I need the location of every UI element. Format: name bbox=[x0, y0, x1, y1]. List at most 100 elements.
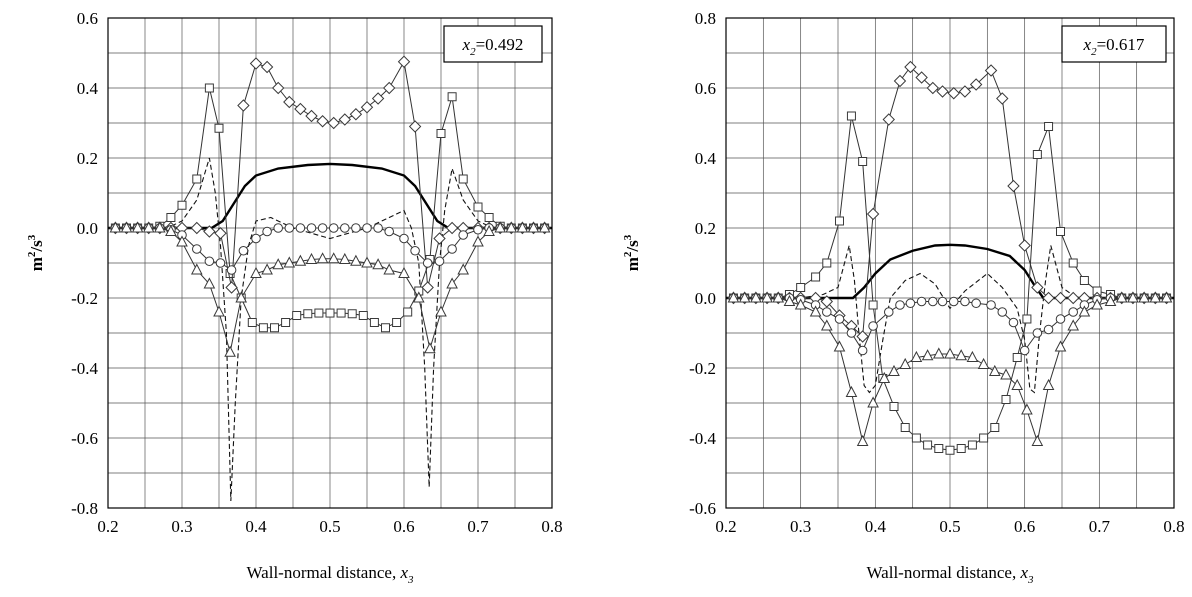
data-point-diamond bbox=[996, 92, 1009, 105]
data-point-circle bbox=[905, 298, 916, 309]
data-point-diamond bbox=[225, 281, 238, 294]
plot-frame bbox=[725, 17, 1175, 509]
data-point-diamond bbox=[866, 207, 880, 221]
data-point-triangle bbox=[424, 342, 436, 354]
data-point-diamond bbox=[271, 81, 285, 95]
data-point-triangle bbox=[921, 349, 934, 361]
data-point-circle bbox=[1055, 314, 1066, 324]
x-tick-label: 0.5 bbox=[939, 517, 960, 536]
data-point-square bbox=[1022, 314, 1032, 324]
series-line-solid-thick bbox=[108, 162, 552, 230]
data-point-triangle bbox=[505, 221, 518, 233]
data-point-triangle bbox=[350, 254, 362, 266]
data-point-diamond bbox=[190, 221, 204, 235]
data-point-triangle bbox=[1138, 291, 1150, 303]
data-point-triangle bbox=[516, 221, 529, 233]
data-point-diamond bbox=[249, 57, 263, 70]
x-tick-label: 0.4 bbox=[865, 517, 887, 536]
data-point-triangle bbox=[165, 224, 177, 236]
data-point-square bbox=[403, 307, 413, 317]
y-tick-label: -0.4 bbox=[689, 429, 716, 448]
data-point-diamond bbox=[283, 95, 296, 109]
data-point-circle bbox=[868, 321, 878, 331]
data-point-square bbox=[1012, 353, 1022, 362]
data-point-diamond bbox=[820, 295, 834, 308]
data-point-square bbox=[934, 444, 944, 453]
data-point-square bbox=[325, 308, 335, 318]
data-point-triangle bbox=[1115, 291, 1128, 303]
series-line bbox=[726, 243, 1174, 300]
plot-frame bbox=[107, 17, 553, 509]
data-point-triangle bbox=[283, 256, 296, 268]
data-point-triangle bbox=[261, 263, 273, 275]
data-point-triangle bbox=[955, 349, 968, 361]
data-point-triangle bbox=[190, 263, 203, 275]
data-point-circle bbox=[846, 328, 857, 338]
data-point-diamond bbox=[382, 81, 396, 95]
series-line bbox=[115, 227, 545, 353]
data-point-circle bbox=[328, 223, 339, 233]
data-point-diamond bbox=[893, 74, 907, 88]
y-tick-label: -0.2 bbox=[71, 289, 98, 308]
y-axis-title: m2/s3 bbox=[26, 234, 46, 271]
data-point-circle bbox=[262, 226, 272, 237]
y-tick-label: 0.6 bbox=[695, 79, 716, 98]
data-point-circle bbox=[273, 223, 284, 233]
data-point-triangle bbox=[109, 221, 122, 233]
data-point-triangle bbox=[1042, 378, 1055, 390]
data-point-circle bbox=[340, 223, 350, 233]
data-point-diamond bbox=[1018, 239, 1031, 252]
x-tick-label: 0.7 bbox=[467, 517, 489, 536]
series-line bbox=[108, 157, 552, 502]
y-tick-label: 0.2 bbox=[77, 149, 98, 168]
data-point-circle bbox=[192, 244, 202, 254]
data-point-diamond bbox=[397, 55, 411, 68]
data-point-triangle bbox=[761, 291, 773, 303]
data-point-triangle bbox=[820, 319, 833, 331]
data-point-square bbox=[314, 308, 324, 318]
data-point-triangle bbox=[398, 266, 410, 278]
x-tick-label: 0.2 bbox=[715, 517, 736, 536]
data-point-circle bbox=[384, 226, 395, 237]
data-point-square bbox=[967, 440, 977, 450]
data-point-circle bbox=[928, 296, 938, 307]
data-point-diamond bbox=[237, 99, 250, 112]
data-point-diamond bbox=[316, 115, 329, 128]
x-tick-label: 0.6 bbox=[393, 517, 414, 536]
data-point-triangle bbox=[888, 364, 900, 376]
data-point-circle bbox=[971, 298, 981, 309]
chart-panel-right: 0.2 0.3 0.4 0.5 0.6 0.7 0.8 -0.6 -0.4 -0.2 0.0 0.2 0… bbox=[622, 9, 1185, 586]
data-point-circle bbox=[916, 296, 927, 307]
data-point-diamond bbox=[203, 225, 216, 238]
data-point-diamond bbox=[1042, 291, 1055, 305]
data-point-circle bbox=[1068, 307, 1079, 317]
data-point-triangle bbox=[833, 340, 846, 352]
data-point-square bbox=[177, 200, 187, 210]
y-tick-label: 0.0 bbox=[77, 219, 98, 238]
data-point-diamond bbox=[915, 71, 928, 84]
data-point-square bbox=[900, 423, 910, 432]
data-point-circle bbox=[458, 230, 469, 240]
x-tick-label: 0.6 bbox=[1014, 517, 1035, 536]
data-point-triangle bbox=[224, 345, 236, 357]
data-point-square bbox=[979, 433, 989, 443]
data-point-circle bbox=[317, 223, 328, 233]
data-point-square bbox=[990, 423, 1000, 432]
data-point-diamond bbox=[294, 102, 307, 116]
data-point-triangle bbox=[867, 396, 879, 408]
data-point-triangle bbox=[1031, 434, 1044, 446]
data-point-circle bbox=[883, 307, 894, 317]
data-point-circle bbox=[434, 256, 445, 267]
data-point-circle bbox=[937, 296, 948, 307]
data-point-diamond bbox=[947, 87, 960, 100]
x-tick-label: 0.4 bbox=[245, 517, 267, 536]
data-point-triangle bbox=[250, 266, 262, 278]
data-point-square bbox=[911, 433, 921, 443]
data-point-triangle bbox=[120, 221, 133, 233]
data-point-triangle bbox=[483, 224, 495, 236]
data-point-triangle bbox=[412, 291, 425, 303]
y-tick-label: 0.4 bbox=[695, 149, 717, 168]
data-point-square bbox=[447, 92, 457, 102]
series-triangle bbox=[109, 221, 551, 357]
